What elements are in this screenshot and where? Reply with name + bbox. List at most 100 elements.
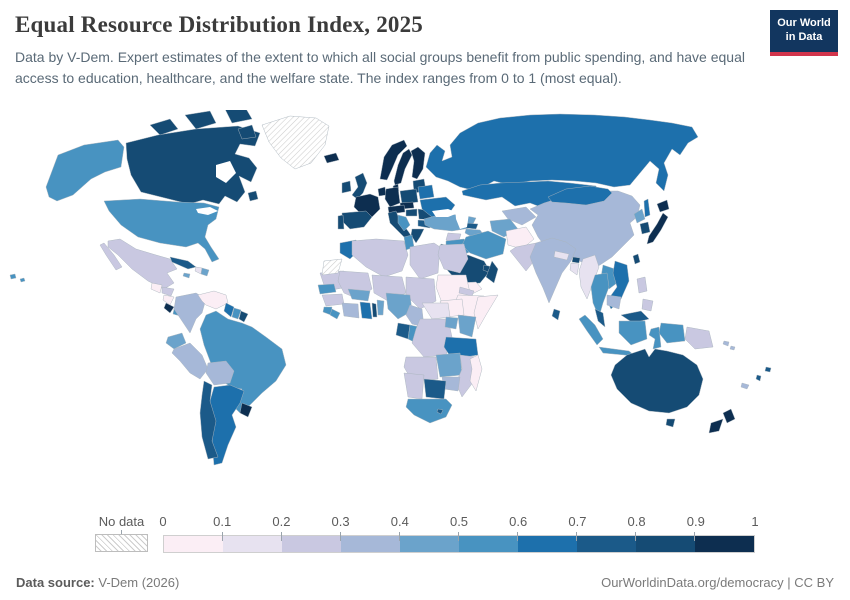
country-lesotho[interactable] xyxy=(436,408,444,415)
country-australia[interactable] xyxy=(610,348,704,414)
country-liberia[interactable] xyxy=(329,308,341,320)
legend-no-data[interactable]: No data xyxy=(95,514,148,552)
country-greece[interactable] xyxy=(410,228,425,244)
country-vanuatu[interactable] xyxy=(755,374,762,382)
country-canada[interactable] xyxy=(125,125,261,205)
country-iceland[interactable] xyxy=(323,152,340,164)
country-honduras[interactable] xyxy=(161,286,175,297)
legend-no-data-swatch[interactable] xyxy=(95,534,148,552)
country-malaysia-peninsula[interactable] xyxy=(594,308,606,328)
country-alaska-usa[interactable] xyxy=(45,139,125,202)
country-western-balkans[interactable] xyxy=(397,214,411,232)
country-cambodia[interactable] xyxy=(606,294,622,310)
country-nigeria[interactable] xyxy=(385,292,413,320)
country-mexico[interactable] xyxy=(107,238,178,290)
country-uzbekistan[interactable] xyxy=(501,206,537,226)
country-south-africa[interactable] xyxy=(405,398,453,424)
legend-bin-8[interactable] xyxy=(636,536,695,552)
country-bolivia[interactable] xyxy=(205,360,235,386)
country-costa-rica[interactable] xyxy=(163,302,175,314)
country-indonesia-sulawesi[interactable] xyxy=(648,326,662,350)
country-belarus[interactable] xyxy=(417,184,435,200)
country-guyana[interactable] xyxy=(223,302,235,318)
country-gabon[interactable] xyxy=(395,322,411,340)
country-russia-sakhalin[interactable] xyxy=(643,198,651,218)
footer-owid-link[interactable]: OurWorldinData.org/democracy xyxy=(601,575,784,590)
country-new-zealand-north[interactable] xyxy=(722,408,736,424)
country-japan-honshu[interactable] xyxy=(646,212,669,245)
country-india[interactable] xyxy=(529,237,577,304)
country-canada-arctic-3[interactable] xyxy=(224,106,253,124)
country-russia[interactable] xyxy=(425,113,699,192)
country-botswana[interactable] xyxy=(423,378,447,400)
country-cuba[interactable] xyxy=(169,256,197,270)
country-benin[interactable] xyxy=(376,299,385,316)
country-peru[interactable] xyxy=(171,342,209,380)
legend-bin-0[interactable] xyxy=(164,536,223,552)
country-poland[interactable] xyxy=(399,188,419,205)
country-togo[interactable] xyxy=(371,302,378,318)
country-new-zealand-south[interactable] xyxy=(708,418,724,434)
country-french-guiana[interactable] xyxy=(238,310,249,323)
country-central-african-republic[interactable] xyxy=(421,302,451,320)
country-bangladesh[interactable] xyxy=(569,262,580,276)
country-georgia[interactable] xyxy=(465,222,479,230)
country-cote-divoire[interactable] xyxy=(341,302,360,319)
country-chile[interactable] xyxy=(199,380,219,460)
country-norway[interactable] xyxy=(379,139,408,181)
country-ireland[interactable] xyxy=(341,180,352,194)
country-nepal[interactable] xyxy=(553,250,570,261)
country-western-sahara-no-data[interactable] xyxy=(321,258,343,276)
country-canada-newfoundland[interactable] xyxy=(247,190,259,202)
country-sri-lanka[interactable] xyxy=(551,308,561,321)
country-algeria[interactable] xyxy=(351,238,409,278)
country-madagascar[interactable] xyxy=(469,354,483,392)
country-taiwan[interactable] xyxy=(632,253,641,265)
owid-logo[interactable]: Our World in Data xyxy=(770,10,838,56)
country-ghana[interactable] xyxy=(359,301,373,320)
country-indonesia-sumatra[interactable] xyxy=(578,314,604,346)
country-indonesia-kalimantan[interactable] xyxy=(618,320,648,346)
country-mexico-baja[interactable] xyxy=(99,242,123,271)
country-egypt[interactable] xyxy=(437,243,469,274)
country-jamaica[interactable] xyxy=(182,272,191,279)
country-nicaragua[interactable] xyxy=(162,294,175,306)
country-japan-hokkaido[interactable] xyxy=(656,199,670,213)
legend-bin-4[interactable] xyxy=(400,536,459,552)
country-australia-tasmania[interactable] xyxy=(665,418,676,428)
country-philippines-mindanao[interactable] xyxy=(641,298,654,312)
country-hungary[interactable] xyxy=(405,208,418,217)
legend-bin-3[interactable] xyxy=(341,536,400,552)
country-finland[interactable] xyxy=(410,146,426,180)
country-new-caledonia[interactable] xyxy=(740,382,750,390)
country-mongolia[interactable] xyxy=(547,185,613,206)
country-malaysia-borneo[interactable] xyxy=(620,310,650,324)
country-south-korea[interactable] xyxy=(639,221,651,235)
legend-bin-1[interactable] xyxy=(223,536,282,552)
country-senegal[interactable] xyxy=(317,283,337,295)
country-netherlands[interactable] xyxy=(377,186,387,197)
country-germany[interactable] xyxy=(384,186,401,208)
country-hawaii-usa[interactable] xyxy=(9,273,26,283)
country-ecuador[interactable] xyxy=(165,332,187,350)
country-suriname[interactable] xyxy=(231,307,242,320)
country-solomon-islands[interactable] xyxy=(722,340,736,351)
country-canada-arctic-2[interactable] xyxy=(184,110,217,130)
country-uruguay[interactable] xyxy=(239,402,253,418)
country-somalia[interactable] xyxy=(473,294,499,330)
country-indonesia-papua[interactable] xyxy=(658,322,686,344)
country-guatemala[interactable] xyxy=(150,282,163,294)
country-dominican-republic[interactable] xyxy=(200,267,210,277)
country-namibia[interactable] xyxy=(403,372,425,400)
country-united-states[interactable] xyxy=(103,198,220,263)
country-libya[interactable] xyxy=(409,242,441,280)
country-afghanistan[interactable] xyxy=(505,226,535,250)
country-oman[interactable] xyxy=(485,260,499,284)
legend-bin-7[interactable] xyxy=(577,536,636,552)
country-greenland-no-data[interactable] xyxy=(261,115,330,170)
legend-bin-2[interactable] xyxy=(282,536,341,552)
country-portugal[interactable] xyxy=(337,214,345,230)
legend-bin-5[interactable] xyxy=(459,536,518,552)
country-myanmar[interactable] xyxy=(578,254,600,300)
country-north-korea[interactable] xyxy=(633,208,646,224)
